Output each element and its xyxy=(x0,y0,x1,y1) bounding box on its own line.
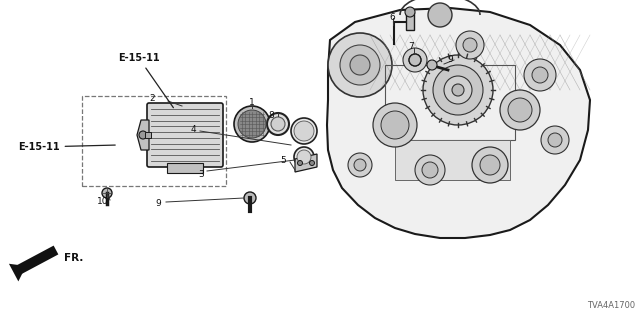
Circle shape xyxy=(348,153,372,177)
Text: 4: 4 xyxy=(190,124,196,133)
Circle shape xyxy=(427,60,437,70)
Polygon shape xyxy=(137,120,149,150)
Circle shape xyxy=(267,113,289,135)
Polygon shape xyxy=(9,264,26,281)
Circle shape xyxy=(340,45,380,85)
Text: 8: 8 xyxy=(268,110,274,119)
FancyBboxPatch shape xyxy=(147,103,223,167)
Circle shape xyxy=(373,103,417,147)
Circle shape xyxy=(405,7,415,17)
Circle shape xyxy=(238,110,266,138)
Bar xyxy=(82,96,226,186)
Circle shape xyxy=(350,55,370,75)
Circle shape xyxy=(244,192,256,204)
Circle shape xyxy=(508,98,532,122)
Text: 10: 10 xyxy=(97,196,109,205)
Circle shape xyxy=(524,59,556,91)
Text: 3: 3 xyxy=(198,170,204,179)
Polygon shape xyxy=(295,154,317,172)
Circle shape xyxy=(452,84,464,96)
Circle shape xyxy=(102,188,112,198)
Circle shape xyxy=(433,65,483,115)
Text: 2: 2 xyxy=(149,93,155,102)
Circle shape xyxy=(403,48,427,72)
Circle shape xyxy=(444,76,472,104)
Circle shape xyxy=(297,150,311,164)
Circle shape xyxy=(428,3,452,27)
Circle shape xyxy=(310,161,314,165)
Circle shape xyxy=(354,159,366,171)
Circle shape xyxy=(500,90,540,130)
Circle shape xyxy=(423,55,493,125)
Text: 6: 6 xyxy=(389,12,395,21)
Circle shape xyxy=(234,106,270,142)
Bar xyxy=(395,140,510,180)
Text: FR.: FR. xyxy=(64,253,83,263)
Polygon shape xyxy=(327,8,590,238)
Bar xyxy=(385,65,515,140)
Circle shape xyxy=(271,117,285,131)
Circle shape xyxy=(532,67,548,83)
Bar xyxy=(406,12,414,30)
Circle shape xyxy=(456,31,484,59)
Text: 7: 7 xyxy=(408,42,414,51)
Circle shape xyxy=(415,155,445,185)
Text: 1: 1 xyxy=(249,98,255,107)
Text: E-15-11: E-15-11 xyxy=(18,142,115,152)
Circle shape xyxy=(298,161,303,165)
Circle shape xyxy=(409,54,421,66)
Circle shape xyxy=(294,121,314,141)
Circle shape xyxy=(328,33,392,97)
Circle shape xyxy=(422,162,438,178)
Text: 9: 9 xyxy=(447,54,453,63)
Circle shape xyxy=(409,54,421,66)
Polygon shape xyxy=(17,245,58,274)
Text: 9: 9 xyxy=(155,199,161,209)
Circle shape xyxy=(294,147,314,167)
Circle shape xyxy=(381,111,409,139)
Bar xyxy=(145,132,151,138)
Circle shape xyxy=(139,131,147,139)
Circle shape xyxy=(541,126,569,154)
Circle shape xyxy=(291,118,317,144)
Circle shape xyxy=(463,38,477,52)
Circle shape xyxy=(548,133,562,147)
Text: E-15-11: E-15-11 xyxy=(118,53,173,108)
Text: 5: 5 xyxy=(280,156,286,164)
Circle shape xyxy=(472,147,508,183)
Text: TVA4A1700: TVA4A1700 xyxy=(587,301,635,310)
Circle shape xyxy=(480,155,500,175)
Bar xyxy=(167,163,203,173)
